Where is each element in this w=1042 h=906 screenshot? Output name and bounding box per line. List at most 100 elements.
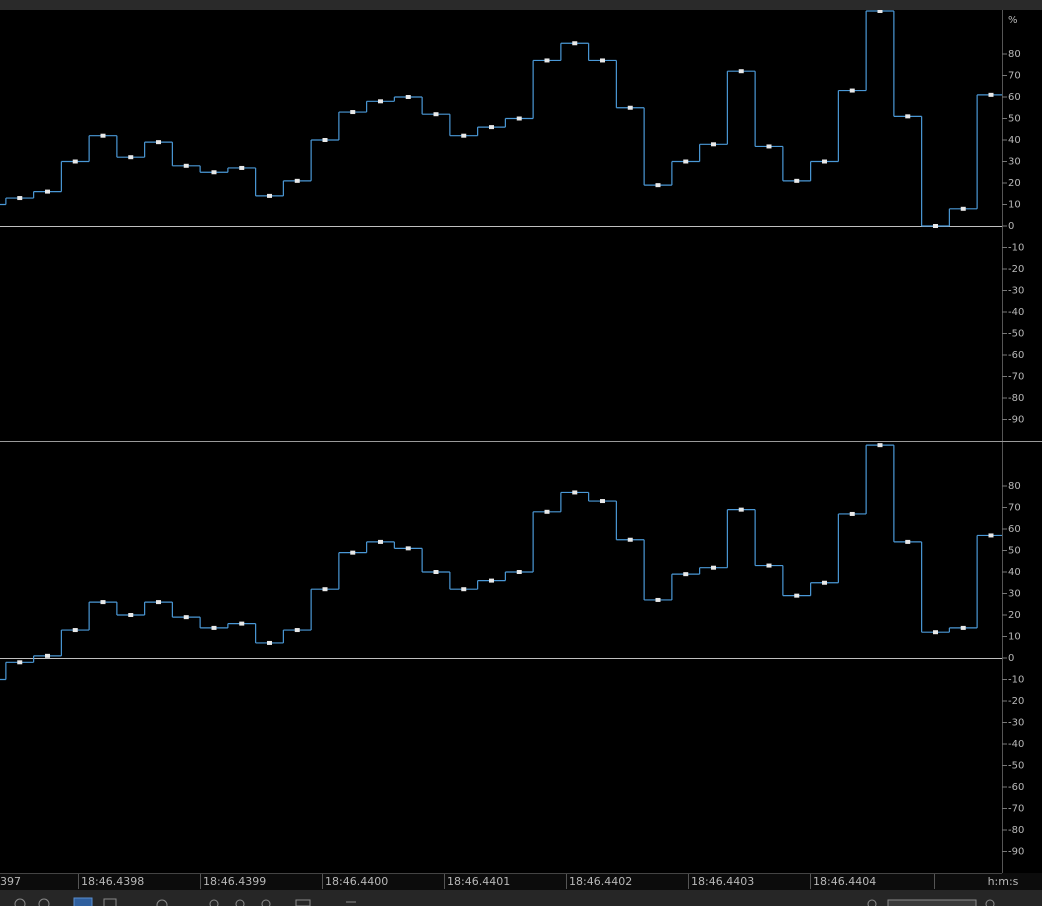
sample-point — [239, 621, 245, 626]
sample-point — [183, 615, 189, 620]
time-label: 397 — [0, 875, 21, 888]
sample-point — [461, 587, 467, 592]
sample-point — [461, 133, 467, 138]
y-tick-label: 60 — [1008, 92, 1021, 103]
sample-point — [72, 628, 78, 633]
sample-point — [766, 563, 772, 568]
y-tick-label: 20 — [1008, 178, 1021, 189]
icon[interactable] — [38, 898, 50, 906]
icon[interactable] — [103, 898, 117, 906]
sample-point — [655, 183, 661, 188]
sample-point — [128, 155, 134, 160]
sample-point — [711, 565, 716, 570]
sample-point — [72, 159, 78, 164]
sample-point — [516, 570, 522, 574]
sample-point — [572, 41, 578, 46]
channel-waveform — [0, 10, 1002, 228]
waveforms — [0, 10, 1002, 681]
time-label: 18:46.4401 — [447, 875, 510, 888]
sample-point — [322, 587, 328, 592]
top-bar — [0, 0, 1042, 10]
y-tick-label: 0 — [1008, 653, 1014, 664]
icon[interactable] — [235, 899, 245, 906]
sample-point — [183, 163, 189, 168]
sample-point — [100, 600, 106, 605]
icon[interactable] — [867, 899, 877, 906]
icon[interactable] — [73, 897, 93, 906]
sample-point — [905, 114, 911, 119]
sample-point — [544, 58, 550, 63]
sample-point — [933, 224, 938, 228]
sample-point — [378, 539, 383, 544]
time-label: 18:46.4400 — [325, 875, 388, 888]
y-tick-label: 50 — [1008, 546, 1021, 557]
sample-point — [405, 546, 411, 551]
sample-point — [960, 625, 966, 630]
sample-point — [738, 69, 744, 74]
sample-point — [711, 142, 716, 147]
y-tick-label: 80 — [1008, 481, 1021, 492]
y-tick-label: -50 — [1008, 329, 1024, 340]
icon[interactable] — [261, 899, 271, 906]
sample-point — [877, 10, 883, 13]
y-tick-label: -10 — [1008, 675, 1024, 686]
sample-point — [627, 105, 633, 110]
toolbar — [0, 890, 1042, 906]
icon[interactable] — [156, 899, 168, 906]
time-unit: h:m:s — [988, 875, 1019, 888]
sample-point — [350, 110, 356, 115]
zoom-slider[interactable] — [887, 899, 977, 906]
sample-point — [17, 196, 23, 201]
y-tick-label: -80 — [1008, 825, 1024, 836]
y-tick-label: 10 — [1008, 632, 1021, 643]
time-label: 18:46.4402 — [569, 875, 632, 888]
sample-point — [156, 140, 161, 145]
y-tick-label: -60 — [1008, 782, 1024, 793]
unit-label: % — [1008, 15, 1018, 26]
y-tick-label: 10 — [1008, 200, 1021, 211]
sample-point — [988, 92, 994, 97]
sample-point — [794, 178, 800, 183]
sample-point — [960, 206, 966, 211]
icon[interactable] — [985, 899, 995, 906]
sample-point — [156, 600, 161, 605]
sample-point — [322, 138, 328, 142]
sample-point — [128, 613, 134, 617]
sample-point — [489, 578, 494, 583]
y-tick-label: -60 — [1008, 350, 1024, 361]
sample-point — [45, 653, 50, 658]
y-tick-label: -80 — [1008, 393, 1024, 404]
sample-point — [433, 570, 439, 574]
icon[interactable] — [295, 899, 311, 906]
channel-waveform — [0, 443, 1002, 681]
icon[interactable] — [14, 898, 26, 906]
sample-point — [100, 133, 106, 138]
icon[interactable] — [209, 899, 219, 906]
y-tick-label: 40 — [1008, 567, 1021, 578]
y-tick-label: -30 — [1008, 718, 1024, 729]
y-tick-label: 80 — [1008, 49, 1021, 60]
sample-point — [877, 443, 883, 448]
time-label: 18:46.4399 — [203, 875, 266, 888]
sample-point — [822, 159, 827, 164]
sample-point — [905, 539, 911, 544]
sample-point — [849, 511, 855, 516]
sample-point — [516, 116, 522, 121]
sample-point — [211, 625, 217, 630]
y-tick-label: -70 — [1008, 372, 1024, 383]
sample-point — [294, 178, 300, 183]
y-tick-label: -40 — [1008, 307, 1024, 318]
sample-point — [378, 99, 383, 104]
y-tick-label: -20 — [1008, 696, 1024, 707]
sample-point — [683, 572, 689, 577]
y-tick-label: -10 — [1008, 243, 1024, 254]
time-ruler — [0, 873, 1042, 890]
time-label: 18:46.4403 — [691, 875, 754, 888]
sample-point — [933, 630, 938, 635]
sample-point — [738, 507, 744, 512]
y-tick-label: 70 — [1008, 503, 1021, 514]
y-tick-label: 20 — [1008, 610, 1021, 621]
y-tick-label: 40 — [1008, 135, 1021, 146]
y-tick-label: 60 — [1008, 524, 1021, 535]
